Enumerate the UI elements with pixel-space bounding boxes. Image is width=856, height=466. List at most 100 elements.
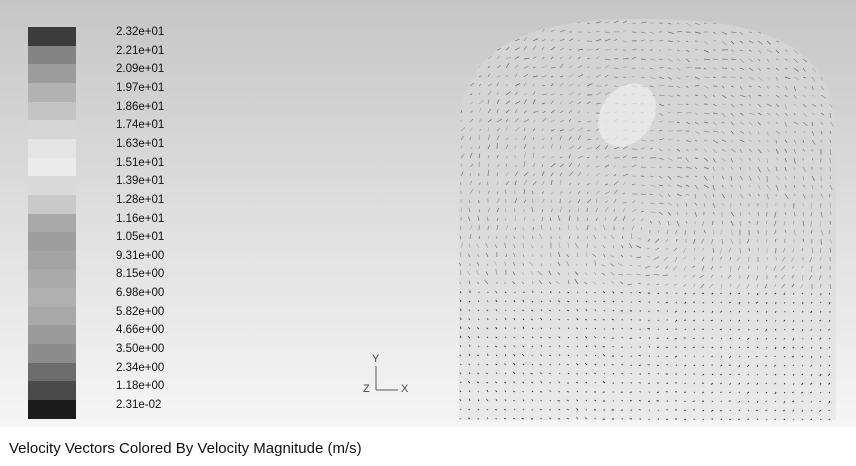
vector-arrow xyxy=(550,46,556,51)
vector-arrow xyxy=(577,155,584,159)
vector-arrow xyxy=(486,309,489,312)
vector-arrow xyxy=(819,256,822,262)
vector-arrow xyxy=(801,382,804,386)
vector-arrow xyxy=(811,112,815,115)
vector-arrow xyxy=(819,373,822,377)
vector-arrow xyxy=(801,409,804,413)
vector-arrow xyxy=(737,373,741,376)
vector-arrow xyxy=(728,364,732,366)
vector-arrow xyxy=(828,355,831,358)
vector-arrow xyxy=(820,184,822,188)
vector-arrow xyxy=(720,256,723,260)
vector-arrow xyxy=(575,263,579,267)
vector-arrow xyxy=(541,110,547,114)
vector-arrow xyxy=(774,400,777,403)
vector-arrow xyxy=(469,188,474,195)
vector-arrow xyxy=(649,147,654,150)
vector-arrow xyxy=(774,355,777,358)
vector-arrow xyxy=(550,29,555,33)
vector-arrow xyxy=(784,112,788,116)
legend-tick-label: 2.34e+00 xyxy=(116,361,165,374)
vector-arrow xyxy=(460,110,463,114)
vector-arrow xyxy=(523,93,527,96)
vector-arrow xyxy=(756,337,759,340)
vector-arrow xyxy=(729,328,732,331)
vector-arrow xyxy=(746,283,750,290)
vector-arrow xyxy=(631,164,637,168)
vector-arrow xyxy=(594,327,597,330)
vector-arrow xyxy=(765,337,768,340)
vector-arrow xyxy=(748,193,752,197)
vector-arrow xyxy=(476,354,480,357)
legend-tick-label: 1.74e+01 xyxy=(116,119,165,132)
vector-arrow xyxy=(774,391,777,395)
vector-arrow xyxy=(495,299,498,303)
vector-arrow xyxy=(595,74,602,78)
vector-arrow xyxy=(619,281,624,285)
vector-arrow xyxy=(477,399,480,402)
vector-arrow xyxy=(523,45,528,51)
vector-arrow xyxy=(765,373,768,376)
vector-arrow xyxy=(649,58,656,61)
legend-swatch xyxy=(28,288,76,308)
vector-arrow xyxy=(756,391,759,394)
vector-arrow xyxy=(721,184,724,188)
vector-arrow xyxy=(495,371,498,375)
vector-arrow xyxy=(685,220,688,224)
vector-arrow xyxy=(559,163,565,168)
vector-arrow xyxy=(737,418,741,420)
vector-arrow xyxy=(532,45,537,51)
vector-arrow xyxy=(612,300,615,303)
vector-arrow xyxy=(485,253,489,258)
vector-arrow xyxy=(774,346,777,350)
vector-arrow xyxy=(532,83,535,87)
vector-arrow xyxy=(532,152,535,159)
vector-arrow xyxy=(566,254,570,258)
legend-swatch xyxy=(28,344,76,364)
vector-arrow xyxy=(460,20,465,24)
vector-arrow xyxy=(541,155,545,159)
vector-arrow xyxy=(820,103,823,107)
viewport-caption: Velocity Vectors Colored By Velocity Mag… xyxy=(9,440,362,457)
vector-arrow xyxy=(523,161,526,168)
vector-arrow xyxy=(667,211,672,216)
vector-arrow xyxy=(775,112,779,116)
velocity-vector-field[interactable] xyxy=(455,15,840,425)
vector-arrow xyxy=(820,202,822,208)
vector-arrow xyxy=(496,98,500,105)
vector-arrow xyxy=(756,220,759,225)
vector-arrow xyxy=(703,139,708,141)
graphics-viewport[interactable]: 2.32e+01 2.21e+01 2.09e+01 1.97e+01 1.86e+01… xyxy=(0,0,856,427)
vector-arrow xyxy=(820,229,824,236)
vector-arrow xyxy=(459,372,462,375)
vector-arrow xyxy=(505,109,510,114)
vector-arrow xyxy=(711,409,714,412)
vector-arrow xyxy=(766,76,770,80)
vector-arrow xyxy=(829,175,832,180)
vector-arrow xyxy=(676,85,681,89)
vector-arrow xyxy=(568,65,573,69)
vector-arrow xyxy=(478,128,482,132)
vector-arrow xyxy=(684,373,687,375)
vector-arrow xyxy=(522,254,525,258)
vector-arrow xyxy=(649,39,654,42)
vector-arrow xyxy=(694,130,700,135)
legend-tick-label: 2.09e+01 xyxy=(116,63,165,76)
vector-arrow xyxy=(548,354,552,357)
vector-arrow xyxy=(811,85,814,91)
vector-arrow xyxy=(720,283,723,290)
vector-arrow xyxy=(748,256,750,263)
vector-arrow xyxy=(477,336,480,339)
vector-arrow xyxy=(820,85,825,91)
vector-arrow xyxy=(729,337,732,340)
vector-arrow xyxy=(478,235,481,240)
vector-arrow xyxy=(640,39,646,42)
vector-arrow xyxy=(703,121,709,124)
vector-arrow xyxy=(531,381,534,384)
vector-arrow xyxy=(532,21,536,24)
vector-arrow xyxy=(656,364,660,367)
vector-arrow xyxy=(655,265,660,269)
vector-arrow xyxy=(658,220,662,225)
legend-swatch xyxy=(28,232,76,252)
vector-arrow xyxy=(495,269,498,276)
